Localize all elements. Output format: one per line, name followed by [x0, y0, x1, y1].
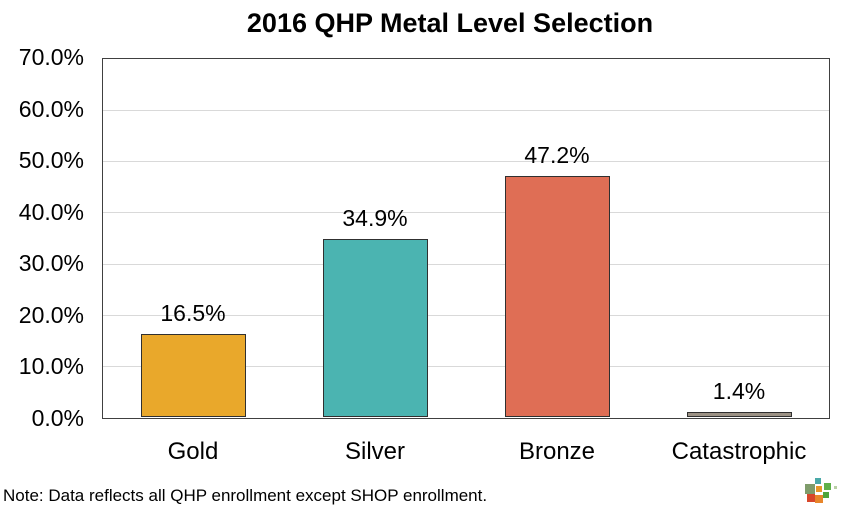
chart-title: 2016 QHP Metal Level Selection — [246, 8, 654, 38]
xtick-label-bronze: Bronze — [518, 438, 596, 465]
gridline-40 — [103, 212, 829, 214]
mosaic-logo-square-7 — [823, 492, 829, 498]
mosaic-logo-square-0 — [815, 478, 821, 484]
xtick-label-catastrophic: Catastrophic — [671, 438, 807, 465]
bar-silver — [322, 239, 428, 418]
ytick-label-20: 20.0% — [18, 301, 84, 328]
footnote: Note: Data reflects all QHP enrollment e… — [3, 486, 488, 505]
bar-value-label-bronze: 47.2% — [524, 141, 590, 168]
bar-gold — [140, 333, 246, 418]
ytick-label-0: 0.0% — [31, 405, 84, 431]
mosaic-logo-square-1 — [805, 484, 815, 494]
ytick-label-70: 70.0% — [18, 44, 84, 70]
ytick-label-10: 10.0% — [18, 353, 84, 380]
bar-catastrophic — [686, 411, 792, 418]
gridline-30 — [103, 263, 829, 265]
mosaic-logo-square-5 — [807, 494, 815, 502]
bar-value-label-silver: 34.9% — [342, 205, 408, 232]
xtick-label-gold: Gold — [167, 438, 219, 465]
mosaic-logo-square-4 — [834, 486, 837, 489]
ytick-label-30: 30.0% — [18, 250, 84, 277]
gridline-50 — [103, 161, 829, 163]
ytick-label-60: 60.0% — [18, 95, 84, 122]
bar-bronze — [504, 175, 610, 418]
gridline-10 — [103, 365, 829, 367]
gridline-20 — [103, 314, 829, 316]
ytick-label-40: 40.0% — [18, 198, 84, 225]
ytick-label-50: 50.0% — [18, 147, 84, 174]
xtick-label-silver: Silver — [344, 438, 405, 465]
bar-value-label-catastrophic: 1.4% — [712, 377, 766, 404]
mosaic-logo-square-3 — [824, 483, 831, 490]
bar-value-label-gold: 16.5% — [160, 299, 226, 326]
mosaic-logo-square-6 — [815, 495, 823, 503]
gridline-60 — [103, 110, 829, 112]
mosaic-logo-square-2 — [816, 486, 822, 492]
